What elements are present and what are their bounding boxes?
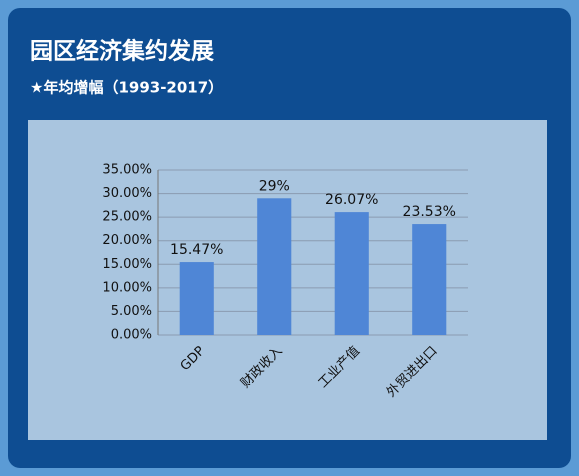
y-tick-label: 30.00%	[102, 186, 152, 201]
y-tick-label: 25.00%	[102, 210, 152, 225]
bar	[334, 212, 369, 335]
y-tick-label: 10.00%	[102, 280, 152, 295]
y-tick-label: 15.00%	[102, 257, 152, 272]
bar	[412, 224, 447, 335]
value-label: 23.53%	[403, 204, 456, 220]
value-label: 29%	[259, 178, 290, 194]
chart-subtitle: ★年均增幅（1993-2017）	[30, 79, 223, 97]
value-label: 26.07%	[325, 192, 378, 208]
bar	[179, 262, 214, 335]
y-tick-label: 5.00%	[111, 304, 152, 319]
bar	[257, 198, 292, 335]
y-tick-label: 20.00%	[102, 233, 152, 248]
y-tick-label: 0.00%	[111, 328, 152, 343]
chart-title: 园区经济集约发展	[30, 38, 214, 65]
y-tick-label: 35.00%	[102, 163, 152, 178]
value-label: 15.47%	[170, 242, 223, 258]
